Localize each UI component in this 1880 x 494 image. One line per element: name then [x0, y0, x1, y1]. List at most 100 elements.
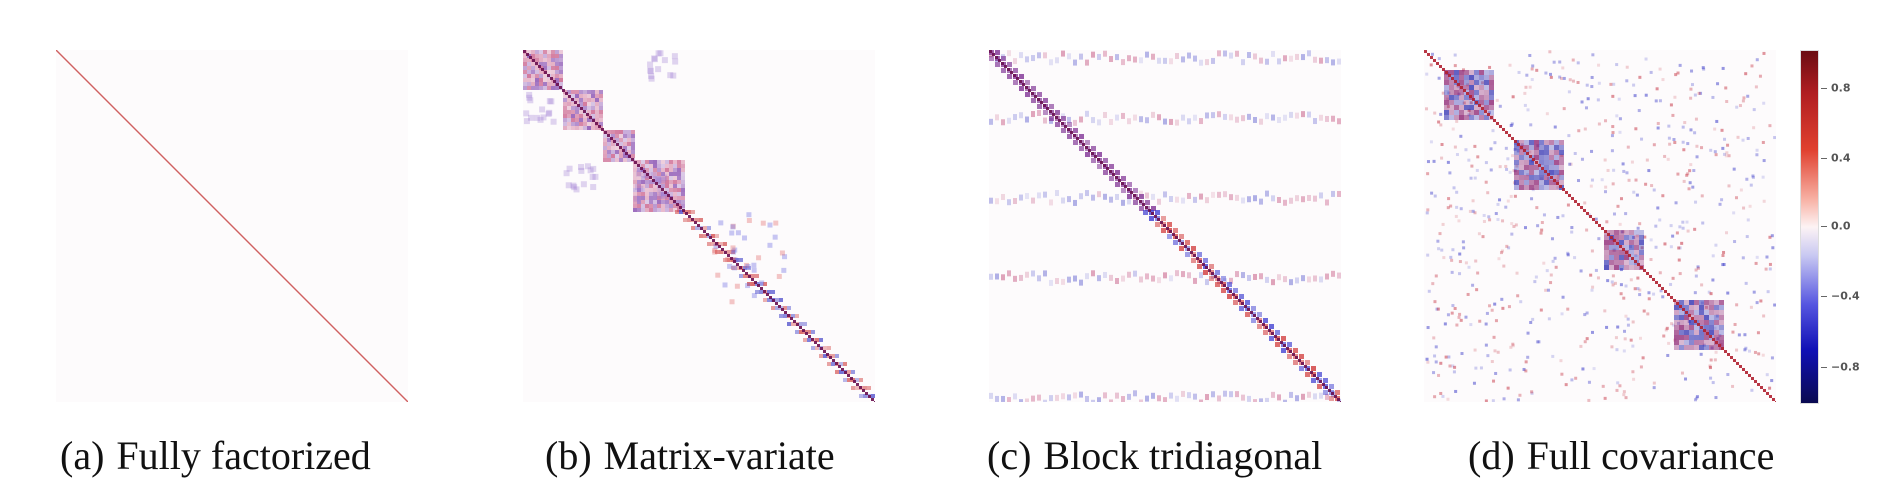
heatmap-cell: [583, 90, 587, 94]
diagonal-cell: [1019, 80, 1022, 83]
heatmap-cell: [1484, 75, 1489, 80]
diagonal-cell: [1322, 383, 1325, 386]
band-cell: [1301, 275, 1305, 282]
heatmap-cell: [611, 134, 615, 138]
band-cell: [995, 114, 999, 121]
heatmap-cell: [1474, 95, 1479, 100]
diagonal-cell: [1016, 77, 1019, 80]
heatmap-cell: [1469, 85, 1474, 90]
heatmap-cell: [725, 257, 731, 263]
diagonal-cell: [667, 194, 670, 197]
noise-cell: [1742, 206, 1746, 210]
band-cell: [1307, 194, 1311, 201]
diagonal-cell: [730, 257, 733, 260]
diagonal-cell: [1001, 62, 1004, 65]
noise-cell: [1496, 350, 1500, 354]
diagonal-cell: [1637, 263, 1640, 266]
heatmap-cell: [995, 50, 1000, 55]
heatmap-cell: [1629, 250, 1634, 255]
band-cell: [1241, 272, 1245, 279]
noise-cell: [1752, 290, 1756, 294]
noise-cell: [1721, 146, 1725, 150]
heatmap-cell: [1614, 235, 1619, 240]
band-cell: [1187, 272, 1191, 279]
heatmap-cell: [839, 362, 843, 366]
heatmap-cell: [535, 58, 539, 62]
band-cell: [1121, 396, 1125, 402]
heatmap-cell: [1689, 330, 1694, 335]
heatmap-cell: [743, 274, 747, 278]
noise-cell: [1504, 164, 1508, 168]
band-cell: [1283, 114, 1287, 121]
heatmap-cell: [1624, 245, 1629, 250]
heatmap-cell: [1629, 230, 1634, 235]
heatmap-cell: [1604, 235, 1609, 240]
noise-cell: [1713, 358, 1717, 362]
noise-cell: [1557, 173, 1561, 177]
noise-cell: [1771, 246, 1775, 250]
heatmap-cell: [677, 164, 681, 168]
band-cell: [1157, 57, 1161, 64]
heatmap-cell: [539, 106, 546, 113]
diagonal-cell: [784, 311, 787, 314]
heatmap-cell: [807, 338, 811, 342]
noise-cell: [1464, 261, 1468, 265]
noise-cell: [1670, 322, 1674, 326]
noise-cell: [1745, 177, 1749, 181]
heatmap-cell: [649, 164, 653, 168]
heatmap-cell: [715, 250, 719, 254]
noise-cell: [1596, 276, 1600, 280]
noise-cell: [1545, 112, 1549, 116]
band-cell: [1157, 198, 1161, 205]
heatmap-cell: [543, 74, 547, 78]
noise-cell: [1458, 252, 1462, 256]
noise-cell: [1488, 218, 1492, 222]
band-cell: [1295, 112, 1299, 119]
heatmap-cell: [755, 274, 759, 278]
band-cell: [1229, 277, 1233, 284]
band-cell: [1325, 115, 1329, 122]
noise-cell: [1481, 81, 1485, 85]
noise-cell: [1683, 121, 1687, 125]
band-cell: [1175, 53, 1179, 60]
band-cell: [1289, 279, 1293, 286]
heatmap-cell: [1489, 110, 1494, 115]
noise-cell: [1540, 221, 1544, 225]
diagonal-cell: [1163, 224, 1166, 227]
heatmap-cell: [579, 126, 583, 130]
diagonal-cell: [1259, 320, 1262, 323]
heatmap-cell: [623, 154, 627, 158]
noise-cell: [1505, 244, 1509, 248]
noise-cell: [1638, 75, 1642, 79]
heatmap-cell: [1109, 176, 1114, 181]
noise-cell: [1552, 60, 1556, 64]
diagonal-cell: [1298, 359, 1301, 362]
diagonal-cell: [544, 71, 547, 74]
band-cell: [1127, 198, 1131, 205]
noise-cell: [1455, 323, 1459, 327]
diagonal-cell: [862, 389, 865, 392]
heatmap-cell: [590, 165, 597, 172]
heatmap-cell: [745, 263, 751, 269]
diagonal-cell: [565, 92, 568, 95]
heatmap-cell: [1127, 182, 1132, 187]
heatmap-cell: [1539, 160, 1544, 165]
diagonal-cell: [1721, 347, 1724, 350]
noise-cell: [1475, 168, 1479, 172]
diagonal-cell: [1082, 143, 1085, 146]
heatmap-cell: [1167, 234, 1172, 239]
heatmap-cell: [1709, 310, 1714, 315]
heatmap-cell: [591, 98, 595, 102]
noise-cell: [1708, 366, 1712, 370]
diagonal-cell: [841, 368, 844, 371]
heatmap-cell: [642, 171, 649, 178]
noise-cell: [1487, 111, 1491, 115]
noise-cell: [1663, 242, 1667, 246]
heatmap-cell: [1699, 335, 1704, 340]
heatmap-cell: [1444, 80, 1449, 85]
noise-cell: [1713, 326, 1717, 330]
noise-cell: [1606, 279, 1610, 283]
band-cell: [1073, 119, 1077, 126]
heatmap-cell: [633, 188, 637, 192]
heatmap-cell: [591, 90, 595, 94]
